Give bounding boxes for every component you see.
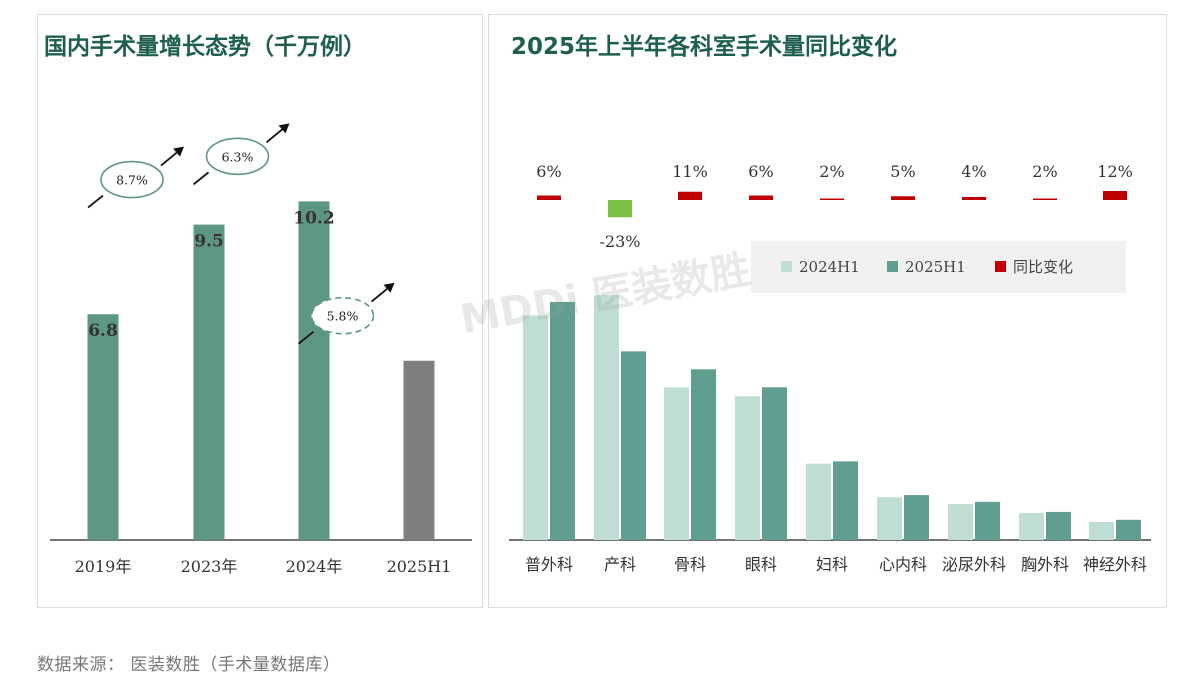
- bar-2024H1-胸外科: [1019, 513, 1044, 540]
- bar-2024H1-产科: [594, 295, 619, 540]
- bar-2024H1-妇科: [806, 463, 831, 540]
- x-tick-label: 眼科: [745, 555, 777, 574]
- x-tick-label: 产科: [604, 555, 636, 574]
- yoy-change-label: 2%: [1032, 162, 1057, 181]
- legend-label: 2024H1: [799, 258, 860, 276]
- bar-2025H1-心内科: [904, 495, 929, 540]
- x-tick-label: 胸外科: [1021, 555, 1069, 574]
- legend-swatch: [887, 261, 898, 272]
- bar-2024H1-泌尿外科: [948, 504, 973, 540]
- growth-arrow-shaft: [265, 127, 285, 144]
- yoy-change-label: 11%: [672, 162, 708, 181]
- yoy-change-marker: [820, 198, 844, 200]
- x-tick-label: 2025H1: [387, 557, 452, 576]
- x-tick-label: 2024年: [286, 557, 343, 576]
- growth-arrow-tail: [297, 331, 315, 345]
- bar-2025H1: [403, 360, 435, 540]
- growth-arrow-tail: [87, 194, 104, 209]
- yoy-change-marker: [962, 197, 986, 200]
- right-chart-title: 2025年上半年各科室手术量同比变化: [511, 34, 898, 60]
- bar-2024H1-普外科: [523, 315, 548, 540]
- right-chart-svg: 普外科 6% 产科 -23% 骨科 11% 眼科 6% 妇科 2% 心内科 5% 泌尿外科 4% 胸外科 2%…: [509, 162, 1151, 574]
- growth-rate-label: 6.3%: [222, 149, 254, 164]
- yoy-change-marker: [1103, 191, 1127, 200]
- left-chart-title: 国内手术量增长态势（千万例）: [44, 34, 366, 60]
- yoy-change-label: 6%: [536, 162, 561, 181]
- growth-arrow-shaft: [160, 150, 179, 167]
- yoy-change-label: -23%: [600, 232, 641, 251]
- bar-2025H1-产科: [621, 351, 646, 540]
- growth-arrow-head: [383, 282, 395, 293]
- x-tick-label: 骨科: [674, 555, 706, 574]
- x-tick-label: 泌尿外科: [942, 555, 1006, 574]
- yoy-change-marker: [749, 195, 773, 200]
- growth-rate-label: 5.8%: [327, 309, 359, 324]
- x-tick-label: 神经外科: [1083, 555, 1147, 574]
- x-tick-label: 2023年: [181, 557, 238, 576]
- x-tick-label: 心内科: [879, 555, 927, 574]
- bar-2025H1-胸外科: [1046, 511, 1071, 540]
- legend-swatch: [781, 261, 792, 272]
- legend-label: 2025H1: [905, 258, 966, 276]
- growth-arrow-tail: [192, 171, 210, 186]
- yoy-change-label: 4%: [961, 162, 986, 181]
- bar-2024年: [298, 201, 330, 541]
- bar-value-label: 10.2: [293, 208, 334, 228]
- bar-2024H1-骨科: [664, 387, 689, 540]
- x-tick-label: 普外科: [525, 555, 573, 574]
- x-tick-label: 妇科: [816, 555, 848, 574]
- growth-arrow-head: [278, 123, 290, 134]
- bar-2025H1-普外科: [550, 301, 575, 540]
- bar-2025H1-神经外科: [1116, 519, 1141, 540]
- growth-ellipse: [205, 137, 270, 176]
- x-tick-label: 2019年: [75, 557, 132, 576]
- bar-2025H1-妇科: [833, 461, 858, 540]
- growth-rate-label: 8.7%: [116, 173, 148, 188]
- legend-box: [751, 241, 1126, 293]
- bar-2025H1-眼科: [762, 387, 787, 540]
- left-chart-panel: 国内手术量增长态势（千万例） 6.8 2019年 9.5 2023年 10.2 2024年…: [37, 14, 483, 608]
- right-chart-panel: 2025年上半年各科室手术量同比变化 普外科 6% 产科 -23% 骨科 11% 眼科 6% 妇…: [488, 14, 1167, 608]
- yoy-change-marker: [678, 191, 702, 200]
- bar-2024H1-眼科: [735, 396, 760, 540]
- yoy-change-marker: [891, 196, 915, 200]
- yoy-change-label: 5%: [890, 162, 915, 181]
- growth-ellipse: [100, 160, 164, 199]
- growth-ellipse: [310, 296, 375, 335]
- yoy-change-label: 12%: [1097, 162, 1133, 181]
- bar-2024H1-神经外科: [1089, 522, 1114, 540]
- bar-2025H1-骨科: [691, 369, 716, 540]
- bar-2019年: [87, 314, 119, 540]
- legend-swatch: [995, 261, 1006, 272]
- bar-value-label: 6.8: [88, 321, 118, 341]
- bar-2024H1-心内科: [877, 497, 902, 540]
- bar-value-label: 9.5: [194, 232, 224, 252]
- yoy-change-label: 6%: [748, 162, 773, 181]
- bar-2023年: [193, 224, 225, 540]
- yoy-change-label: 2%: [819, 162, 844, 181]
- growth-arrow-shaft: [370, 287, 390, 303]
- growth-arrow-head: [173, 146, 184, 157]
- legend-label: 同比变化: [1013, 258, 1073, 276]
- yoy-change-marker: [537, 195, 561, 200]
- left-chart-svg: 6.8 2019年 9.5 2023年 10.2 2024年 2025H1 8.7% 6.3% 5…: [50, 123, 472, 576]
- source-note: 数据来源： 医装数胜（手术量数据库）: [37, 655, 341, 675]
- yoy-change-marker: [1033, 198, 1057, 200]
- bar-2025H1-泌尿外科: [975, 501, 1000, 540]
- yoy-change-marker: [608, 200, 632, 218]
